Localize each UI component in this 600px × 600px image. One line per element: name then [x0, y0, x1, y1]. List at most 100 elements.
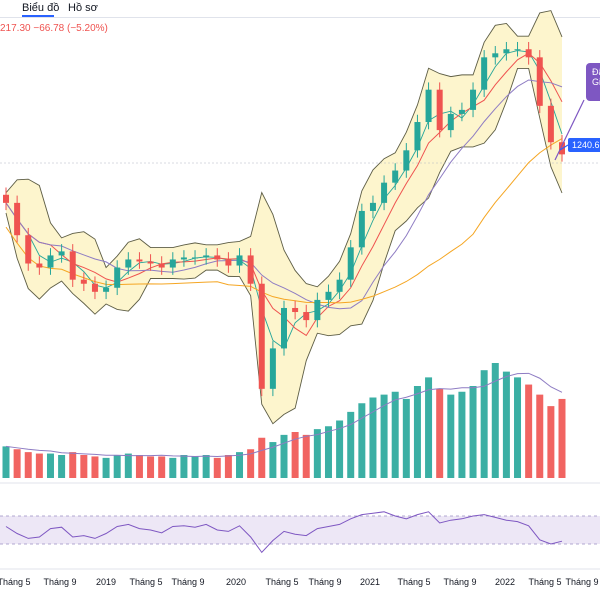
- annotation-callout[interactable]: Đã Giả: [586, 63, 600, 101]
- x-tick-label: Tháng 5: [528, 577, 562, 587]
- toolbar: Biểu đồ Hồ sơ: [0, 0, 600, 18]
- volume-bar: [491, 363, 499, 478]
- volume-bar: [336, 420, 344, 478]
- candle-body: [369, 202, 376, 211]
- volume-bar: [135, 455, 143, 478]
- candle-body: [258, 283, 265, 389]
- candle-body: [381, 182, 388, 203]
- volume-bar: [280, 434, 288, 478]
- candle-body: [503, 49, 510, 54]
- volume-bar: [46, 453, 54, 478]
- x-tick-label: Tháng 5: [129, 577, 163, 587]
- candles: [3, 41, 565, 397]
- last-price-tag: 1240.6: [568, 138, 600, 152]
- x-tick-label: Tháng 5: [265, 577, 299, 587]
- volume-bar: [502, 371, 510, 478]
- x-tick-label: Tháng 9: [443, 577, 477, 587]
- volume-bar: [514, 377, 522, 478]
- candle-body: [303, 312, 310, 321]
- candle-body: [203, 255, 210, 258]
- ma-mid-line: [5, 79, 563, 310]
- candle-body: [47, 255, 54, 268]
- candle-body: [325, 291, 332, 300]
- bollinger-lower: [5, 67, 563, 425]
- volume-bar: [191, 456, 199, 478]
- volume-bar: [324, 426, 332, 478]
- rsi-line: [5, 511, 563, 554]
- x-tick-label: Tháng 9: [43, 577, 77, 587]
- x-tick-label: 2020: [225, 577, 247, 587]
- volume-bar: [202, 455, 210, 478]
- candle-body: [169, 259, 176, 268]
- volume-bar: [147, 456, 155, 478]
- volume-bar: [447, 394, 455, 478]
- candle-body: [247, 255, 254, 284]
- volume-bar: [158, 456, 166, 478]
- candle-body: [281, 307, 287, 349]
- candle-body: [147, 261, 154, 264]
- candle-body: [36, 263, 43, 268]
- candle-body: [336, 279, 343, 292]
- x-tick-label: Tháng 9: [565, 577, 599, 587]
- candle-body: [447, 113, 454, 131]
- ma-long-line: [5, 138, 563, 304]
- volume-bar: [313, 429, 321, 478]
- candle-body: [458, 109, 465, 114]
- candle-body: [358, 210, 365, 248]
- volume-bar: [458, 391, 466, 478]
- candle-body: [158, 263, 165, 268]
- candle-body: [525, 49, 532, 58]
- moving-averages: [5, 50, 563, 350]
- bollinger-upper: [5, 10, 563, 288]
- candle-body: [69, 251, 76, 280]
- candle-body: [214, 255, 221, 260]
- candle-body: [392, 170, 399, 183]
- x-tick-label: 2021: [359, 577, 381, 587]
- candle-body: [25, 235, 32, 264]
- volume-bar: [102, 457, 110, 478]
- rsi-band: [0, 516, 600, 544]
- volume-bar: [269, 442, 277, 478]
- volume-bar: [291, 432, 299, 478]
- x-tick-label: 2022: [494, 577, 516, 587]
- bollinger-fill: [6, 10, 562, 424]
- tab-profile[interactable]: Hồ sơ: [68, 2, 98, 14]
- candle-body: [236, 255, 243, 266]
- x-tick-label: Tháng 5: [0, 577, 31, 587]
- candle-body: [436, 89, 443, 131]
- tab-chart[interactable]: Biểu đồ: [22, 2, 60, 14]
- volume-bar: [558, 398, 566, 478]
- volume-ma-line: [5, 372, 563, 457]
- candle-body: [492, 53, 499, 58]
- volume-bar: [180, 455, 188, 478]
- x-tick-label: Tháng 9: [171, 577, 205, 587]
- candle-body: [80, 279, 87, 284]
- candle-body: [547, 105, 554, 143]
- volume-bar: [425, 377, 433, 478]
- volume-bar: [369, 397, 377, 478]
- candle-body: [292, 307, 299, 313]
- candle-body: [425, 89, 432, 123]
- candle-body: [136, 259, 143, 262]
- x-tick-label: 2019: [95, 577, 117, 587]
- candle-body: [347, 247, 354, 280]
- x-tick-label: Tháng 5: [397, 577, 431, 587]
- candle-body: [536, 57, 543, 106]
- active-tab-indicator: [22, 15, 54, 17]
- volume-bar: [402, 398, 410, 478]
- candle-body: [180, 257, 187, 260]
- volume-bar: [91, 456, 99, 478]
- volume-bar: [413, 386, 421, 478]
- bollinger-bands: [5, 10, 563, 425]
- volume-bar: [58, 455, 66, 478]
- volume-bar: [24, 452, 32, 478]
- candle-body: [3, 194, 9, 203]
- volume-bar: [358, 403, 366, 478]
- volume-bar: [547, 406, 555, 478]
- volume-bar: [302, 434, 310, 478]
- volume-bar: [391, 391, 399, 478]
- toolbar-divider: [0, 17, 600, 18]
- candle-body: [192, 257, 199, 259]
- volume-bars: [2, 363, 566, 478]
